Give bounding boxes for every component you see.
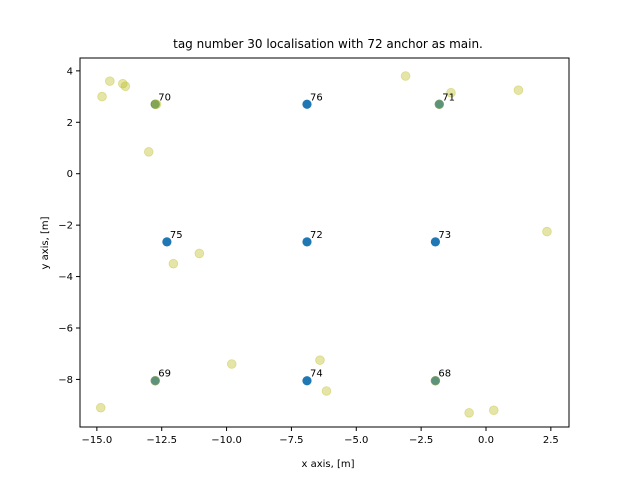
x-axis-ticks: −15.0 −12.5 −10.0 −7.5 −5.0 −2.5 0.0 2.5 [82,427,559,446]
estimate-point [150,375,161,386]
anchor-label: 76 [310,92,323,103]
x-tick-label: −15.0 [82,435,113,446]
estimate-point [430,375,441,386]
anchor-point [434,99,444,109]
x-axis-label: x axis, [m] [301,459,354,470]
y-tick-label: 0 [67,169,73,180]
plot-area: 70 76 71 75 72 73 69 74 68 [95,71,552,418]
anchor-point [430,237,441,247]
x-tick-label: −10.0 [211,435,242,446]
estimate-point [315,355,325,365]
anchor-label: 71 [442,92,455,103]
estimate-point [226,359,237,369]
estimate-point [464,408,474,418]
estimate-point [95,402,106,413]
axes-frame [79,57,570,428]
estimate-point [150,99,161,110]
y-tick-label: 4 [67,66,73,77]
anchor-label: 74 [310,369,323,380]
estimate-point [168,258,179,269]
estimate-point [321,386,332,396]
estimate-point [542,226,552,237]
estimate-point [143,147,154,157]
anchor-point [430,376,441,386]
estimate-point [488,405,499,416]
y-tick-label: 2 [67,118,73,129]
y-tick-label: −8 [58,375,73,386]
anchor-label: 73 [438,230,451,241]
anchor-point [162,237,172,247]
estimate-point [400,71,411,81]
estimate-point [105,76,115,86]
x-tick-label: −2.5 [409,435,433,446]
x-tick-label: −12.5 [146,435,177,446]
anchor-point [150,99,160,109]
anchor-point [150,376,160,386]
x-tick-label: 0.0 [478,435,494,446]
estimate-point [118,78,128,89]
anchor-label: 75 [170,230,183,241]
y-tick-label: −2 [58,221,73,232]
y-axis-label: y axis, [m] [40,216,51,269]
anchor-point [302,99,312,109]
anchor-label: 69 [158,369,171,380]
estimate-point [97,91,107,102]
estimate-point [194,248,205,259]
anchor-label: 72 [310,230,323,241]
anchor-label: 70 [158,92,171,103]
anchor-label: 68 [438,369,451,380]
estimate-point [434,99,445,110]
x-tick-label: −7.5 [279,435,303,446]
anchor-point [302,237,312,247]
estimate-point [151,99,162,110]
x-tick-label: 2.5 [543,435,559,446]
y-tick-label: −4 [58,272,73,283]
anchor-point [302,376,312,386]
y-axis-ticks: 4 2 0 −2 −4 −6 −8 [58,66,80,386]
estimate-point [120,81,131,92]
y-tick-label: −6 [58,324,73,335]
estimate-point [513,85,524,95]
estimate-point [446,87,456,98]
chart-title: tag number 30 localisation with 72 ancho… [173,37,483,51]
x-tick-label: −5.0 [344,435,368,446]
